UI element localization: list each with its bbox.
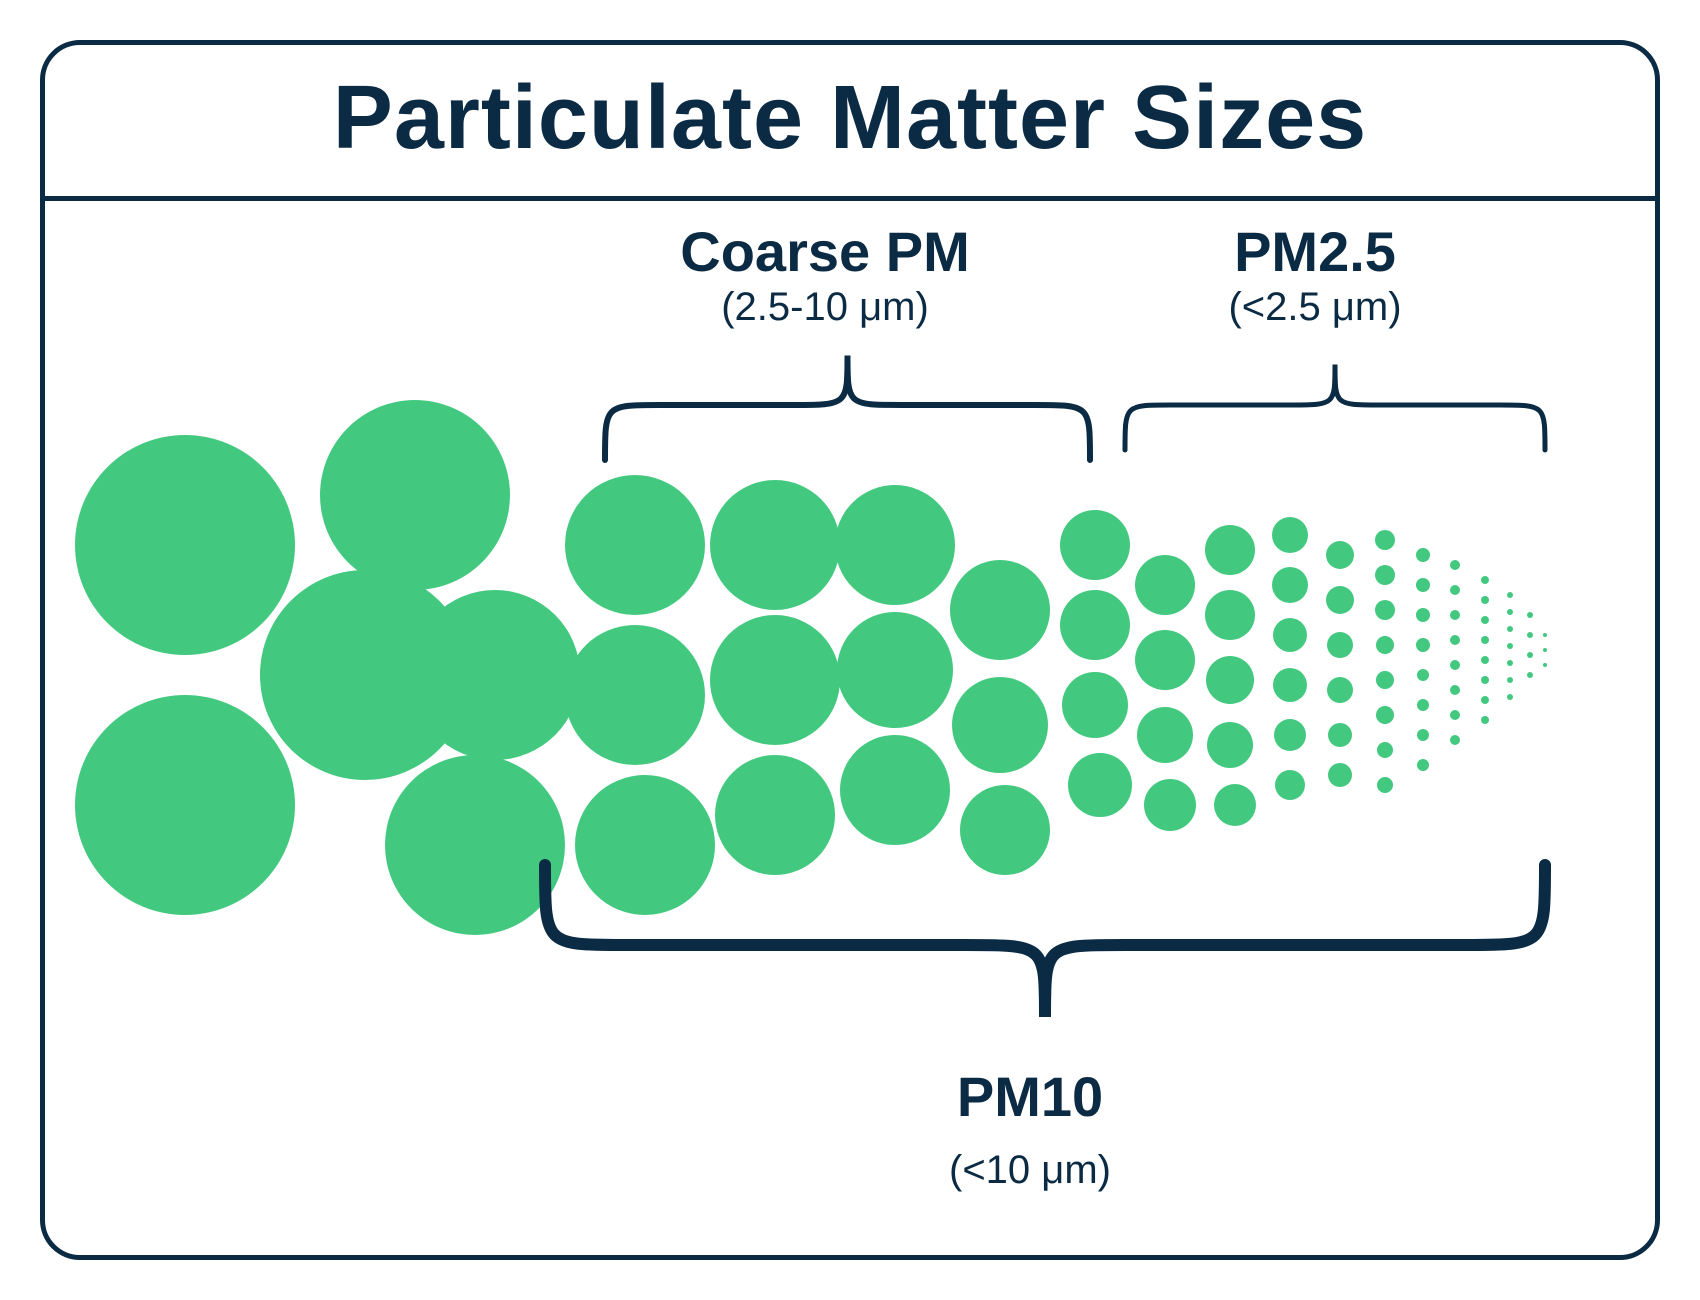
particle: [1327, 677, 1353, 703]
particle: [1060, 590, 1130, 660]
particle: [1450, 560, 1460, 570]
particle: [1507, 609, 1513, 615]
particle: [565, 625, 705, 765]
particle: [1326, 586, 1354, 614]
particle: [1416, 548, 1430, 562]
particle: [1417, 759, 1429, 771]
particle: [1275, 770, 1305, 800]
particle: [1137, 707, 1193, 763]
particle: [1376, 636, 1394, 654]
particle: [1273, 618, 1307, 652]
particle: [715, 755, 835, 875]
particle: [565, 475, 705, 615]
particle: [1377, 777, 1393, 793]
particle: [1543, 663, 1547, 667]
particle: [1507, 626, 1513, 632]
particle: [1328, 763, 1352, 787]
particle: [1450, 685, 1460, 695]
particle: [1328, 723, 1352, 747]
particle: [1527, 672, 1533, 678]
particle: [1327, 632, 1353, 658]
diagram-frame: Particulate Matter Sizes Coarse PM (2.5-…: [40, 40, 1660, 1260]
particle: [1144, 779, 1196, 831]
particle: [1481, 636, 1489, 644]
particle: [837, 612, 953, 728]
particle: [1450, 585, 1460, 595]
particle: [1205, 525, 1255, 575]
particle: [1068, 753, 1132, 817]
particle: [1527, 612, 1533, 618]
particle: [1481, 656, 1489, 664]
particle: [1481, 576, 1489, 584]
particle: [1507, 660, 1513, 666]
particles-group: [75, 400, 1547, 935]
particle: [1450, 660, 1460, 670]
particle: [1527, 632, 1533, 638]
particle: [840, 735, 950, 845]
particle: [950, 560, 1050, 660]
particle: [1272, 517, 1308, 553]
particle: [1416, 638, 1430, 652]
particle: [835, 485, 955, 605]
particle: [1417, 669, 1429, 681]
particle: [1377, 742, 1393, 758]
particle: [1376, 706, 1394, 724]
particle: [1205, 590, 1255, 640]
particle: [960, 785, 1050, 875]
particle: [385, 755, 565, 935]
particle: [1481, 616, 1489, 624]
particle: [1135, 630, 1195, 690]
particle: [1507, 694, 1513, 700]
particle: [1527, 652, 1533, 658]
particle: [1416, 578, 1430, 592]
particle: [1417, 699, 1429, 711]
particle: [1060, 510, 1130, 580]
particle: [1272, 567, 1308, 603]
particle: [1417, 729, 1429, 741]
particle: [1416, 608, 1430, 622]
particle: [1450, 610, 1460, 620]
particle: [410, 590, 580, 760]
particle: [1326, 541, 1354, 569]
particle: [1450, 735, 1460, 745]
particle: [75, 695, 295, 915]
particle: [1273, 668, 1307, 702]
particle: [1375, 565, 1395, 585]
particle: [1214, 784, 1256, 826]
particle: [320, 400, 510, 590]
particle: [1507, 677, 1513, 683]
particle: [1507, 643, 1513, 649]
particle: [710, 615, 840, 745]
particle: [1376, 671, 1394, 689]
particle: [575, 775, 715, 915]
particle: [1481, 716, 1489, 724]
particle: [75, 435, 295, 655]
particle: [1481, 596, 1489, 604]
particle: [1543, 648, 1547, 652]
particle: [1207, 722, 1253, 768]
particle: [1543, 633, 1547, 637]
particle: [1450, 710, 1460, 720]
particle: [1375, 530, 1395, 550]
brace: [605, 356, 1090, 461]
particle: [1481, 676, 1489, 684]
brace: [1125, 365, 1545, 451]
particle: [952, 677, 1048, 773]
particle: [1135, 555, 1195, 615]
particle: [1507, 592, 1513, 598]
particle: [1450, 635, 1460, 645]
diagram-canvas: [45, 45, 1655, 1255]
particle: [710, 480, 840, 610]
particle: [1481, 696, 1489, 704]
particle: [1206, 656, 1254, 704]
particle: [1375, 600, 1395, 620]
particle: [1274, 719, 1306, 751]
particle: [1062, 672, 1128, 738]
